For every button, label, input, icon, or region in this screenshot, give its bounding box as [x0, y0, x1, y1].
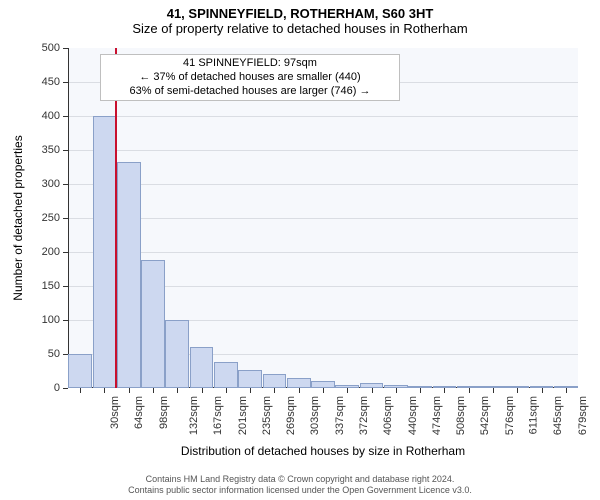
x-tick-mark [323, 388, 324, 393]
x-tick-mark [177, 388, 178, 393]
x-tick-label: 611sqm [527, 396, 539, 434]
x-tick-label: 372sqm [358, 396, 370, 435]
x-tick-mark [444, 388, 445, 393]
histogram-bar [214, 362, 238, 388]
y-tick-label: 300 [42, 178, 60, 190]
y-tick-label: 450 [42, 76, 60, 88]
plot-region: 41 SPINNEYFIELD: 97sqm← 37% of detached … [68, 48, 578, 388]
x-tick-mark [80, 388, 81, 393]
y-axis-line [68, 48, 69, 388]
x-tick-mark [542, 388, 543, 393]
x-tick-mark [104, 388, 105, 393]
x-tick-label: 201sqm [237, 396, 249, 435]
x-tick-label: 542sqm [480, 396, 492, 435]
y-tick-mark [63, 388, 68, 389]
x-tick-mark [129, 388, 130, 393]
x-tick-mark [396, 388, 397, 393]
chart-title-line2: Size of property relative to detached ho… [0, 21, 600, 36]
y-tick-label: 500 [42, 42, 60, 54]
x-tick-label: 645sqm [552, 396, 564, 435]
x-tick-label: 98sqm [158, 396, 170, 429]
attribution-line: Contains HM Land Registry data © Crown c… [0, 474, 600, 485]
callout-box: 41 SPINNEYFIELD: 97sqm← 37% of detached … [100, 54, 400, 101]
y-tick-label: 100 [42, 314, 60, 326]
y-tick-label: 350 [42, 144, 60, 156]
grid-line [68, 184, 578, 185]
x-axis-title: Distribution of detached houses by size … [68, 444, 578, 458]
grid-line [68, 252, 578, 253]
x-tick-mark [250, 388, 251, 393]
y-tick-label: 400 [42, 110, 60, 122]
x-tick-label: 474sqm [431, 396, 443, 435]
y-tick-label: 250 [42, 212, 60, 224]
x-tick-label: 64sqm [133, 396, 145, 429]
attribution-text: Contains HM Land Registry data © Crown c… [0, 474, 600, 496]
chart-title-line1: 41, SPINNEYFIELD, ROTHERHAM, S60 3HT [0, 0, 600, 21]
x-tick-label: 508sqm [455, 396, 467, 435]
x-tick-label: 303sqm [310, 396, 322, 435]
x-tick-mark [202, 388, 203, 393]
x-tick-mark [469, 388, 470, 393]
histogram-bar [68, 354, 92, 388]
callout-line: 41 SPINNEYFIELD: 97sqm [107, 57, 393, 71]
histogram-bar [141, 260, 165, 388]
histogram-bar [117, 162, 141, 388]
x-tick-mark [517, 388, 518, 393]
histogram-bar [190, 347, 214, 388]
grid-line [68, 116, 578, 117]
y-tick-label: 0 [54, 382, 60, 394]
x-tick-label: 167sqm [212, 396, 224, 435]
x-tick-mark [493, 388, 494, 393]
y-tick-label: 150 [42, 280, 60, 292]
grid-line [68, 150, 578, 151]
x-tick-label: 235sqm [261, 396, 273, 435]
y-tick-label: 50 [48, 348, 60, 360]
x-tick-label: 337sqm [334, 396, 346, 435]
x-tick-mark [372, 388, 373, 393]
x-tick-label: 679sqm [577, 396, 589, 435]
x-tick-label: 269sqm [285, 396, 297, 435]
x-tick-label: 576sqm [504, 396, 516, 435]
y-axis-title: Number of detached properties [11, 135, 25, 300]
callout-line: ← 37% of detached houses are smaller (44… [107, 71, 393, 85]
histogram-bar [238, 370, 262, 388]
x-tick-mark [226, 388, 227, 393]
grid-line [68, 218, 578, 219]
chart-container: 41, SPINNEYFIELD, ROTHERHAM, S60 3HT Siz… [0, 0, 600, 500]
x-tick-label: 30sqm [109, 396, 121, 429]
callout-line: 63% of semi-detached houses are larger (… [107, 85, 393, 99]
histogram-bar [311, 381, 335, 388]
x-tick-label: 132sqm [188, 396, 200, 435]
x-tick-mark [153, 388, 154, 393]
x-tick-mark [274, 388, 275, 393]
y-tick-label: 200 [42, 246, 60, 258]
x-tick-mark [566, 388, 567, 393]
x-tick-mark [299, 388, 300, 393]
histogram-bar [93, 116, 117, 388]
histogram-bar [263, 374, 287, 388]
x-tick-label: 440sqm [407, 396, 419, 435]
x-tick-mark [420, 388, 421, 393]
x-tick-mark [347, 388, 348, 393]
histogram-bar [165, 320, 189, 388]
histogram-bar [287, 378, 311, 388]
attribution-line: Contains public sector information licen… [0, 485, 600, 496]
x-tick-label: 406sqm [382, 396, 394, 435]
